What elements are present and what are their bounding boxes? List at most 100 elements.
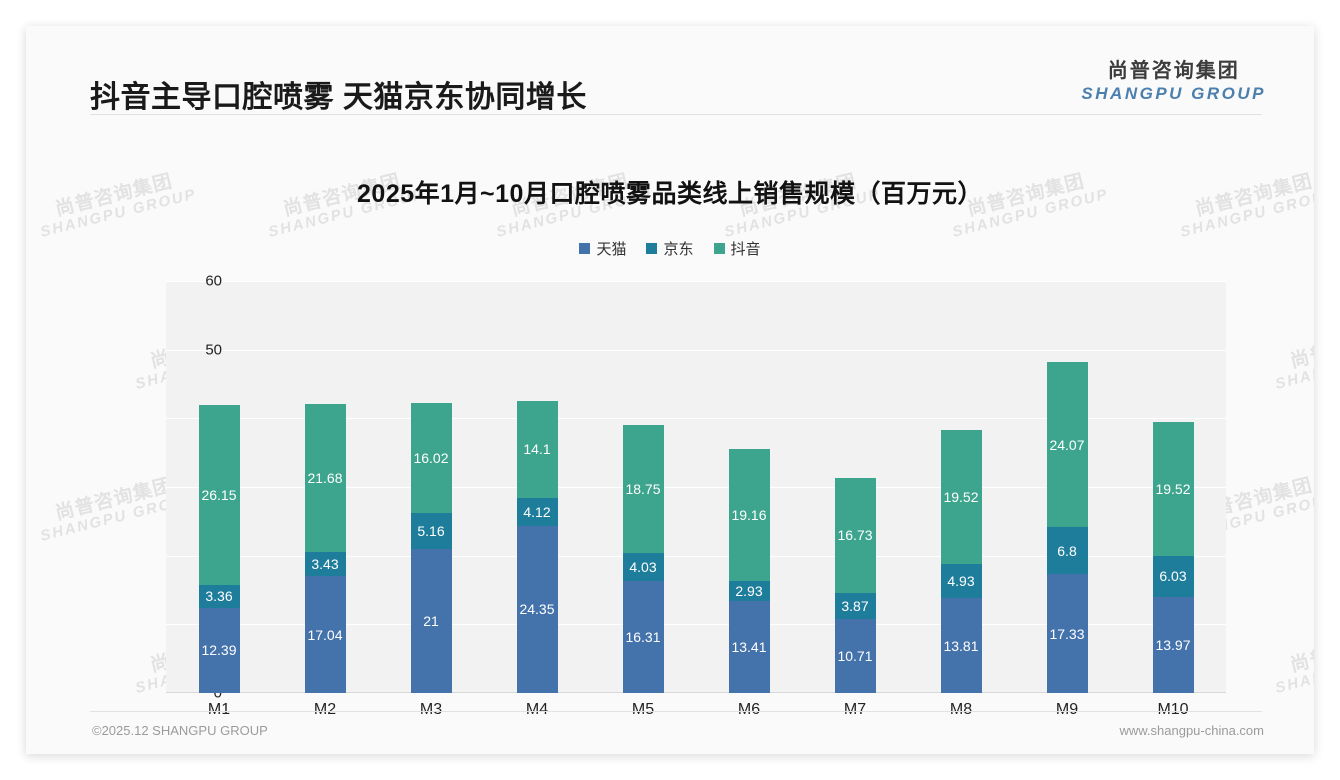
- bar-group-M3[interactable]: 16.02 5.16 21: [410, 281, 452, 693]
- bar-segment-抖音[interactable]: 14.1: [516, 400, 558, 498]
- bar-group-M9[interactable]: 24.07 6.8 17.33: [1046, 281, 1088, 693]
- bar-segment-天猫[interactable]: 12.39: [198, 607, 240, 693]
- bar-group-M4[interactable]: 14.1 4.12 24.35: [516, 281, 558, 693]
- bar-segment-抖音[interactable]: 19.52: [940, 430, 982, 565]
- bar-group-M1[interactable]: 26.15 3.36 12.39: [198, 281, 240, 693]
- header-divider: [90, 114, 1262, 115]
- bar-segment-抖音[interactable]: 26.15: [198, 405, 240, 585]
- bar-value-label: 13.97: [1155, 637, 1191, 654]
- x-axis-tick-label: M3: [419, 701, 443, 718]
- x-axis-tick-label: M8: [949, 701, 973, 718]
- legend-item-京东[interactable]: 京东: [646, 238, 694, 259]
- bar-series-container: 26.15 3.36 12.39 21.68 3.43 17.04 16.02 5.16 21 1…: [166, 281, 1226, 693]
- bar-value-label: 12.39: [201, 642, 237, 659]
- bar-value-label: 4.93: [947, 573, 975, 590]
- bar-segment-抖音[interactable]: 16.02: [410, 403, 452, 514]
- footer-copyright: ©2025.12 SHANGPU GROUP: [92, 723, 268, 738]
- bar-value-label: 19.16: [731, 507, 767, 524]
- x-axis-tick-label: M2: [313, 701, 337, 718]
- grid-line: [166, 487, 1226, 488]
- grid-line: [166, 349, 1226, 351]
- bar-value-label: 3.36: [205, 588, 233, 605]
- bar-segment-京东[interactable]: 5.16: [410, 513, 452, 549]
- x-axis-tick-label: M9: [1055, 701, 1079, 718]
- bar-value-label: 16.31: [625, 629, 661, 645]
- bar-value-label: 2.93: [735, 582, 763, 599]
- x-axis-tick-label: M4: [525, 701, 549, 718]
- page-title: 抖音主导口腔喷雾 天猫京东协同增长: [90, 81, 587, 114]
- bar-segment-抖音[interactable]: 19.16: [728, 449, 770, 581]
- bar-segment-天猫[interactable]: 17.04: [304, 576, 346, 693]
- bar-segment-京东[interactable]: 4.93: [940, 564, 982, 599]
- bar-value-label: 16.73: [837, 527, 873, 544]
- bar-value-label: 4.03: [629, 559, 657, 576]
- bar-value-label: 18.75: [625, 480, 661, 497]
- legend-item-天猫[interactable]: 天猫: [579, 238, 626, 259]
- bar-segment-天猫[interactable]: 13.41: [728, 600, 770, 693]
- x-axis-tick-label: M7: [843, 701, 867, 718]
- bar-segment-京东[interactable]: 6.8: [1046, 527, 1088, 575]
- bar-value-label: 14.1: [523, 441, 551, 458]
- bar-segment-天猫[interactable]: 24.35: [516, 525, 558, 693]
- chart-title: 2025年1月~10月口腔喷雾品类线上销售规模（百万元）: [357, 180, 983, 208]
- legend-swatch-icon: [579, 243, 591, 254]
- bar-segment-抖音[interactable]: 24.07: [1046, 362, 1088, 528]
- bar-value-label: 19.52: [943, 489, 979, 506]
- bar-segment-天猫[interactable]: 10.71: [834, 619, 876, 693]
- bar-value-label: 21.68: [307, 470, 343, 487]
- bar-value-label: 4.12: [523, 503, 551, 520]
- bar-segment-天猫[interactable]: 13.81: [940, 598, 982, 693]
- bar-segment-京东[interactable]: 6.03: [1152, 555, 1194, 598]
- footer-divider: [90, 711, 1262, 712]
- bar-segment-抖音[interactable]: 16.73: [834, 478, 876, 593]
- x-axis-line: [166, 692, 1226, 693]
- bar-value-label: 13.81: [943, 637, 979, 654]
- bar-segment-京东[interactable]: 3.36: [198, 584, 240, 608]
- legend-item-抖音[interactable]: 抖音: [713, 238, 761, 259]
- bar-group-M6[interactable]: 19.16 2.93 13.41: [728, 281, 770, 693]
- bar-group-M2[interactable]: 21.68 3.43 17.04: [304, 281, 346, 693]
- bar-segment-抖音[interactable]: 21.68: [304, 403, 346, 553]
- bar-segment-京东[interactable]: 3.43: [304, 552, 346, 576]
- bar-group-M8[interactable]: 19.52 4.93 13.81: [940, 281, 982, 693]
- bar-value-label: 5.16: [417, 523, 445, 540]
- bar-value-label: 13.41: [731, 638, 767, 655]
- x-axis-labels: M1 M2 M3 M4 M5 M6 M7 M8 M9 M10: [166, 701, 1226, 719]
- chart-legend: 天猫 京东 抖音: [26, 238, 1314, 259]
- bar-segment-抖音[interactable]: 19.52: [1152, 421, 1194, 556]
- bar-group-M7[interactable]: 16.73 3.87 10.71: [834, 281, 876, 693]
- y-axis-tick-label: 0: [213, 684, 222, 702]
- bar-value-label: 3.43: [311, 556, 339, 573]
- x-axis-tick-label: M6: [737, 701, 761, 718]
- bar-segment-天猫[interactable]: 16.31: [622, 581, 664, 693]
- bar-value-label: 17.04: [307, 626, 343, 643]
- x-axis-tick-label: M1: [207, 701, 231, 718]
- bar-segment-天猫[interactable]: 17.33: [1046, 574, 1088, 693]
- grid-line: [166, 555, 1226, 557]
- bar-segment-京东[interactable]: 2.93: [728, 580, 770, 601]
- logo-chinese-text: 尚普咨询集团: [1107, 60, 1240, 82]
- x-axis-tick-label: M10: [1157, 701, 1189, 718]
- bar-segment-天猫[interactable]: 13.97: [1152, 597, 1194, 693]
- bar-value-label: 17.33: [1049, 625, 1085, 642]
- bar-group-M5[interactable]: 18.75 4.03 16.31: [622, 281, 664, 693]
- legend-swatch-icon: [713, 243, 725, 254]
- y-axis-tick-label: 50: [205, 341, 222, 359]
- bar-value-label: 6.03: [1159, 568, 1187, 585]
- legend-label: 抖音: [730, 241, 761, 258]
- slide-page: 尚普咨询集团 SHANGPU GROUP 尚普咨询集团 SHANGPU GROUP 尚普…: [26, 26, 1314, 754]
- bar-value-label: 26.15: [201, 487, 237, 504]
- bar-value-label: 24.07: [1049, 436, 1085, 453]
- bar-segment-京东[interactable]: 4.03: [622, 553, 664, 582]
- logo-english-text: SHANGPU GROUP: [1081, 84, 1266, 103]
- bar-value-label: 16.02: [413, 450, 449, 467]
- bar-segment-京东[interactable]: 3.87: [834, 592, 876, 620]
- bar-segment-天猫[interactable]: 21: [410, 548, 452, 693]
- bar-value-label: 10.71: [837, 648, 873, 665]
- bar-segment-抖音[interactable]: 18.75: [622, 424, 664, 554]
- bar-segment-京东[interactable]: 4.12: [516, 497, 558, 526]
- legend-label: 天猫: [596, 241, 627, 258]
- legend-label: 京东: [663, 241, 694, 258]
- bar-group-M10[interactable]: 19.52 6.03 13.97: [1152, 281, 1194, 693]
